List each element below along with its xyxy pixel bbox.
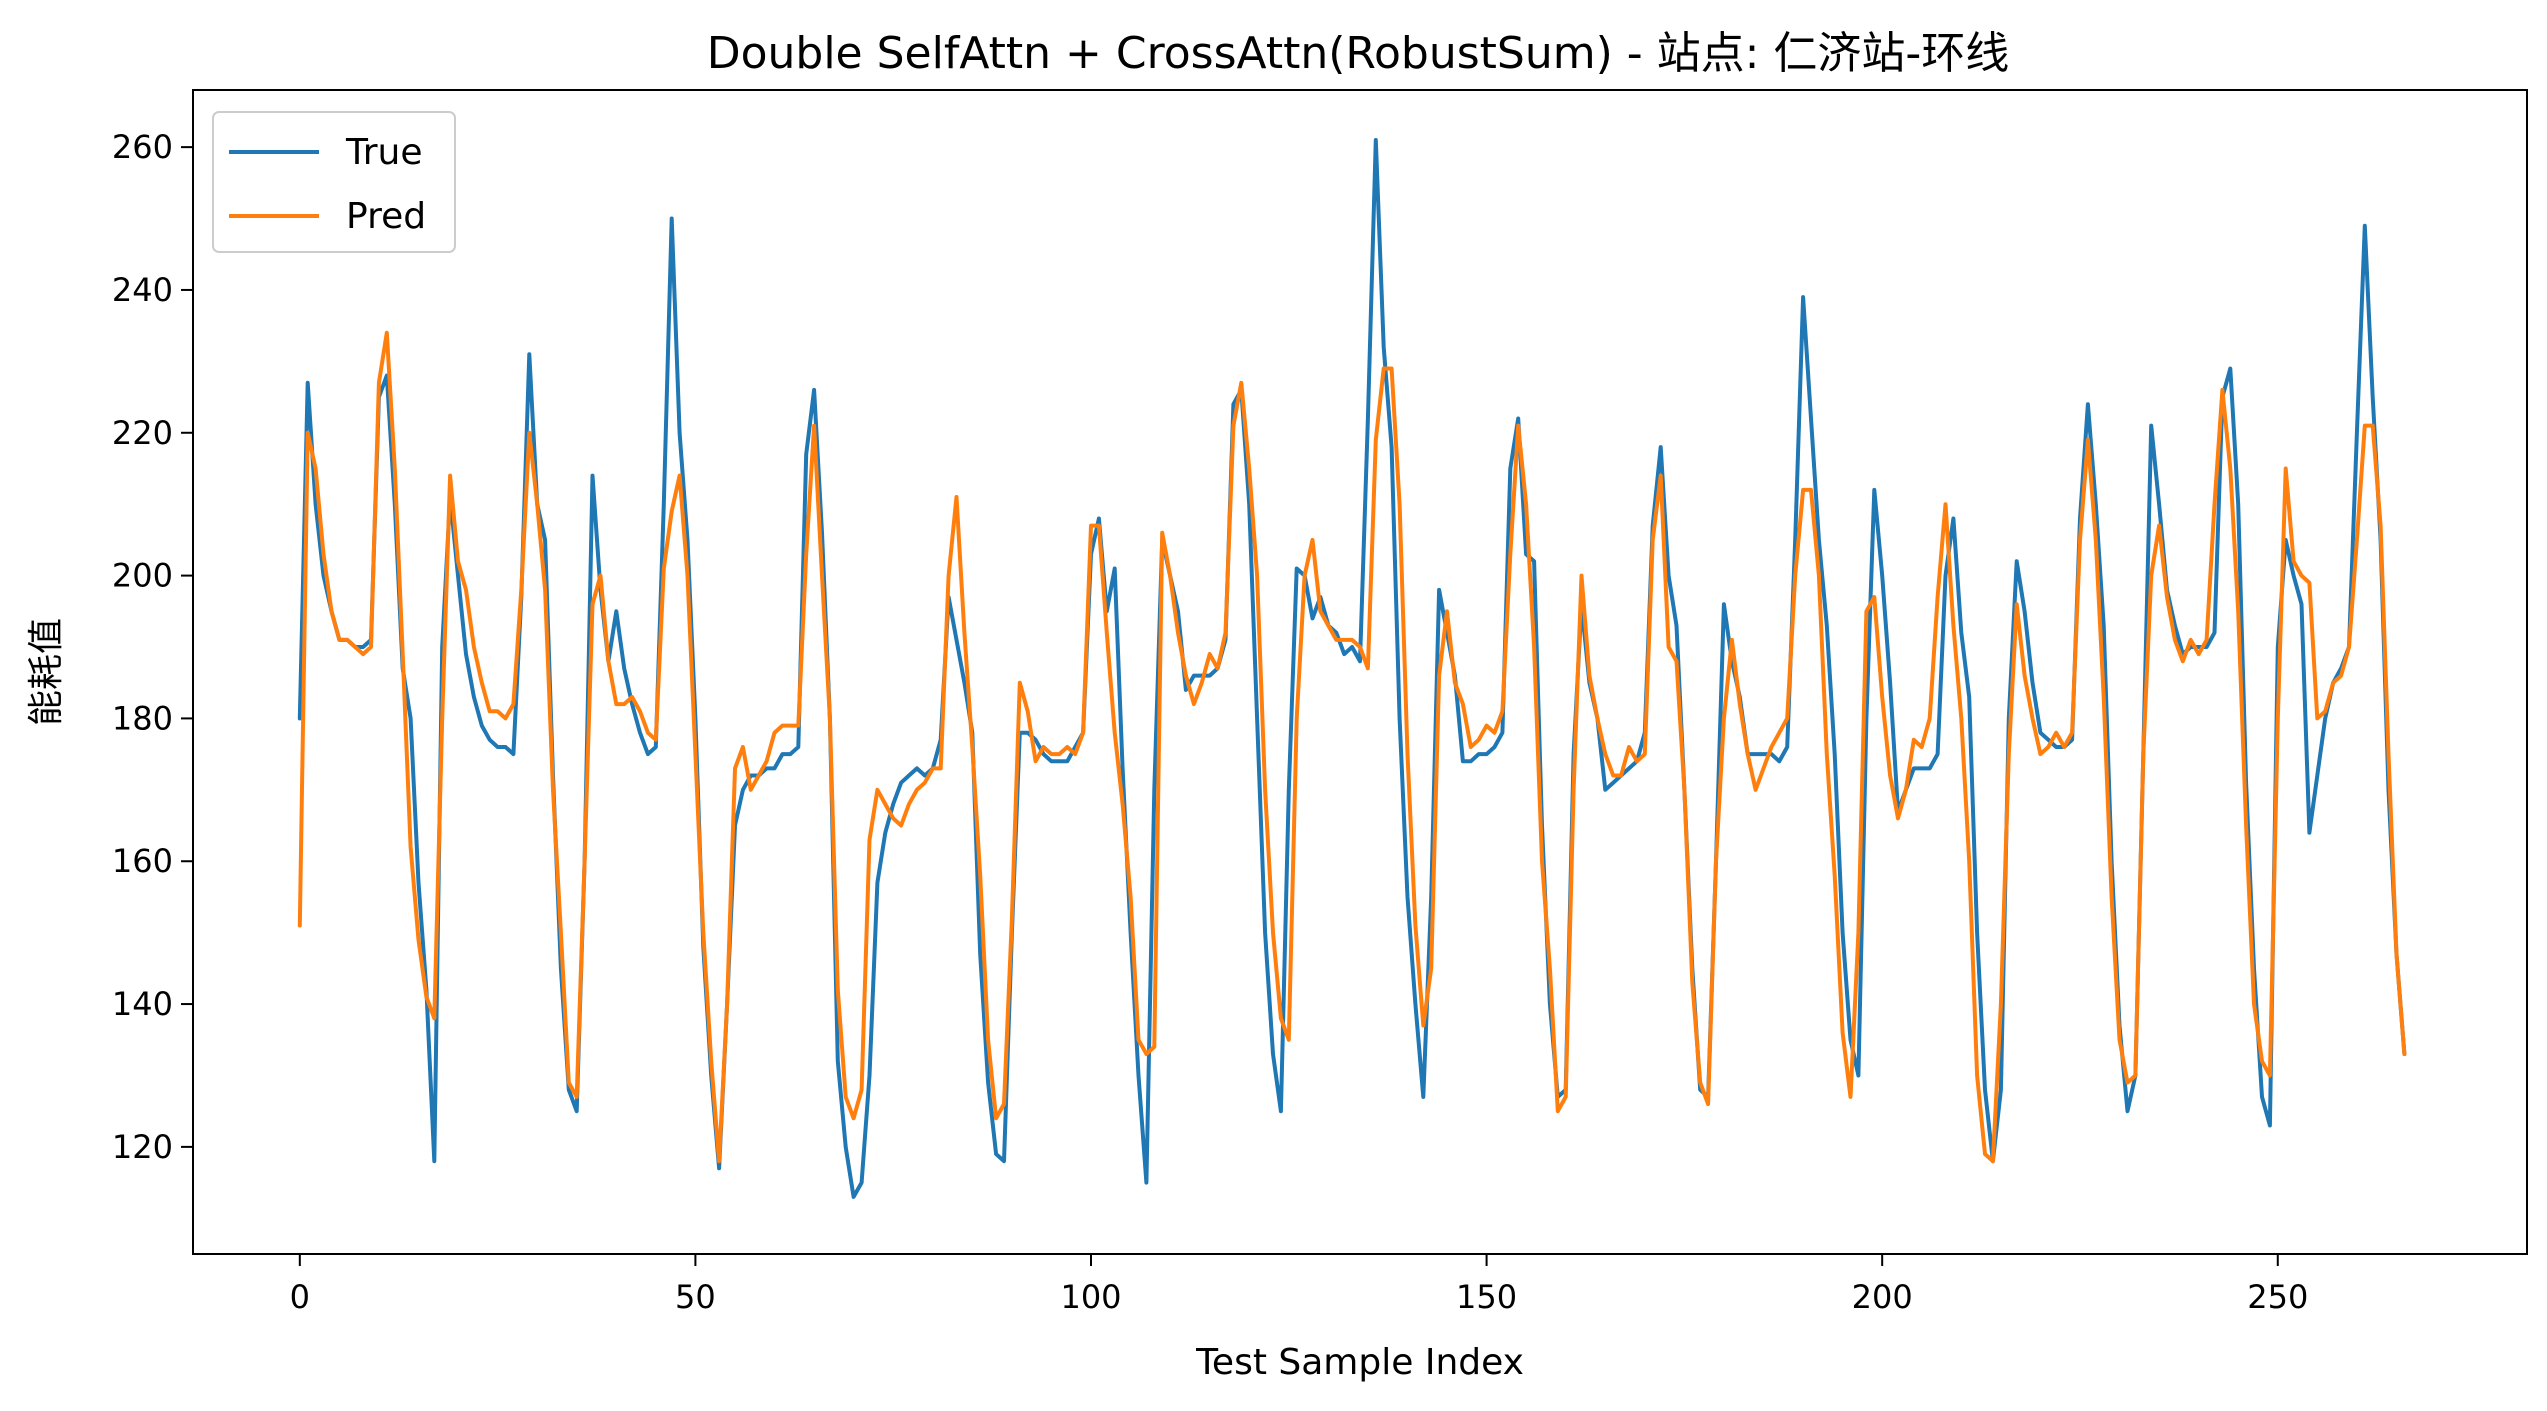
chart-title: Double SelfAttn + CrossAttn(RobustSum) -… <box>707 28 2010 79</box>
y-axis-label: 能耗值 <box>26 618 67 726</box>
series-line-true <box>297 138 2407 1199</box>
y-axis-ticks: 120 140 160 180 200 220 240 260 <box>112 128 193 1166</box>
y-tick-label: 240 <box>112 271 173 309</box>
legend-label-true: True <box>345 132 422 173</box>
series-layer <box>297 138 2407 1199</box>
y-tick-label: 220 <box>112 414 173 452</box>
y-tick-label: 140 <box>112 985 173 1023</box>
x-tick-label: 250 <box>2247 1278 2308 1316</box>
x-tick-label: 150 <box>1456 1278 1517 1316</box>
x-axis-label: Test Sample Index <box>1195 1342 1524 1383</box>
y-tick-label: 120 <box>112 1128 173 1166</box>
x-tick-label: 0 <box>290 1278 310 1316</box>
series-line-pred <box>297 330 2407 1164</box>
legend-label-pred: Pred <box>346 196 426 237</box>
y-tick-label: 160 <box>112 842 173 880</box>
y-tick-label: 260 <box>112 128 173 166</box>
legend: True Pred <box>212 111 456 253</box>
y-tick-label: 180 <box>112 699 173 737</box>
x-tick-label: 50 <box>675 1278 716 1316</box>
y-tick-label: 200 <box>112 557 173 595</box>
x-tick-label: 100 <box>1060 1278 1121 1316</box>
x-tick-label: 200 <box>1852 1278 1913 1316</box>
plot-area-frame <box>192 89 2528 1255</box>
x-axis-ticks: 0 50 100 150 200 250 <box>290 1254 2308 1316</box>
